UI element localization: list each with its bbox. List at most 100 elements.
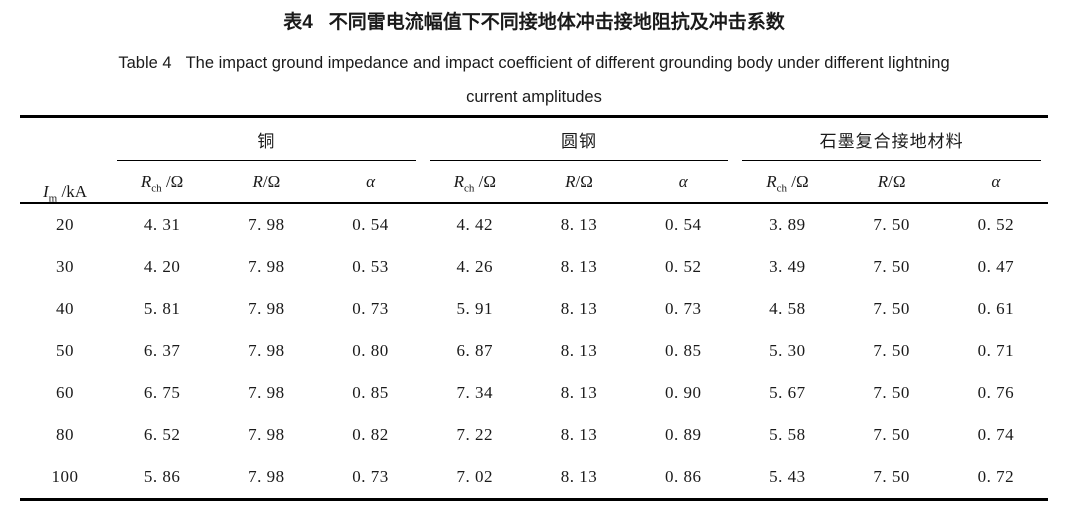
group-label-round-steel: 圆钢 (429, 118, 729, 161)
data-cell: 5. 30 (769, 341, 806, 360)
data-cell: 8. 13 (560, 383, 598, 402)
data-cell: 8. 13 (560, 215, 598, 234)
table-row: 60 6. 75 7. 98 0. 85 7. 34 8. 13 0. 90 5. 67 7. … (20, 372, 1048, 414)
im-value-cell: 60 (56, 383, 74, 402)
data-cell: 3. 89 (769, 215, 806, 234)
subcol-header-graphite-r: R/Ω (839, 161, 944, 204)
data-cell: 7. 98 (248, 383, 285, 402)
caption-zh-number: 表4 (283, 12, 313, 33)
subcol-header-round-steel-alpha: α (631, 161, 736, 204)
caption-en-number: Table 4 (118, 54, 172, 72)
caption-en-line1: Table 4 The impact ground impedance and i… (0, 46, 1068, 80)
data-cell: 6. 75 (143, 383, 181, 402)
subcol-header-round-steel-r: R/Ω (526, 161, 632, 204)
data-cell: 7. 22 (456, 425, 494, 444)
table-row: 30 4. 20 7. 98 0. 53 4. 26 8. 13 0. 52 3. 49 7. … (20, 246, 1048, 288)
alpha-symbol: α (678, 171, 688, 191)
data-cell: 7. 50 (873, 341, 910, 360)
data-cell: 7. 50 (873, 257, 910, 276)
data-cell: 3. 49 (769, 257, 806, 276)
data-cell: 0. 82 (352, 425, 389, 444)
table-row: 20 4. 31 7. 98 0. 54 4. 42 8. 13 0. 54 3. 89 7. … (20, 203, 1048, 246)
subcol-header-graphite-alpha: α (943, 161, 1048, 204)
data-cell: 0. 61 (977, 299, 1015, 318)
r-unit: /Ω (575, 171, 593, 191)
subcol-header-graphite-rch: Rch /Ω (735, 161, 840, 204)
rch-subscript: ch (776, 181, 787, 194)
data-cell: 7. 98 (248, 215, 285, 234)
im-value-cell: 30 (56, 257, 74, 276)
data-cell: 5. 67 (769, 383, 806, 402)
data-cell: 5. 86 (143, 467, 181, 486)
rch-unit: /Ω (474, 171, 496, 191)
group-header-copper: 铜 (110, 117, 423, 161)
rch-symbol: R (453, 171, 464, 191)
column-header-im: Im /kA (20, 116, 110, 204)
data-cell: 0. 54 (352, 215, 389, 234)
data-cell: 5. 58 (769, 425, 806, 444)
caption-en-line2: current amplitudes (466, 88, 602, 106)
data-cell: 7. 50 (873, 383, 910, 402)
data-cell: 7. 50 (873, 215, 910, 234)
data-cell: 0. 47 (977, 257, 1015, 276)
group-header-round-steel: 圆钢 (423, 117, 736, 161)
data-cell: 8. 13 (560, 467, 598, 486)
data-cell: 0. 74 (977, 425, 1015, 444)
data-cell: 0. 53 (352, 257, 389, 276)
data-cell: 7. 98 (248, 299, 285, 318)
data-cell: 8. 13 (560, 257, 598, 276)
data-cell: 5. 81 (143, 299, 181, 318)
data-cell: 0. 71 (977, 341, 1015, 360)
data-cell: 0. 89 (664, 425, 702, 444)
data-cell: 0. 85 (664, 341, 702, 360)
group-header-graphite: 石墨复合接地材料 (735, 117, 1048, 161)
table-caption-en: Table 4 The impact ground impedance and i… (0, 46, 1068, 114)
subcol-header-copper-r: R/Ω (214, 161, 319, 204)
im-value-cell: 80 (56, 425, 74, 444)
data-cell: 7. 98 (248, 341, 285, 360)
r-symbol: R (877, 171, 889, 191)
im-value-cell: 50 (56, 341, 74, 360)
data-cell: 7. 98 (248, 257, 285, 276)
im-value-cell: 100 (51, 467, 79, 486)
data-cell: 4. 20 (143, 257, 181, 276)
data-cell: 7. 98 (248, 425, 285, 444)
data-cell: 0. 72 (977, 467, 1015, 486)
im-unit: /kA (57, 182, 87, 201)
table-header: Im /kA 铜 圆钢 石墨复合接地材料 Rch /Ω R/Ω (20, 116, 1048, 204)
r-unit: /Ω (262, 171, 281, 191)
data-cell: 4. 58 (769, 299, 806, 318)
data-cell: 0. 52 (977, 215, 1015, 234)
im-value-cell: 40 (56, 299, 74, 318)
data-cell: 0. 54 (664, 215, 702, 234)
data-cell: 4. 26 (456, 257, 494, 276)
im-symbol: I (43, 182, 49, 201)
group-label-graphite: 石墨复合接地材料 (742, 118, 1041, 161)
rch-symbol: R (766, 171, 777, 191)
data-cell: 7. 02 (456, 467, 494, 486)
alpha-symbol: α (366, 171, 376, 191)
table-caption-zh: 表4 不同雷电流幅值下不同接地体冲击接地阻抗及冲击系数 (0, 0, 1068, 35)
data-cell: 0. 73 (352, 467, 389, 486)
data-cell: 6. 52 (143, 425, 181, 444)
r-unit: /Ω (888, 171, 906, 191)
rch-subscript: ch (151, 181, 162, 194)
data-cell: 0. 85 (352, 383, 389, 402)
data-cell: 0. 80 (352, 341, 389, 360)
data-cell: 7. 50 (873, 425, 910, 444)
r-symbol: R (565, 171, 576, 191)
data-cell: 0. 90 (664, 383, 702, 402)
subheader-row: Rch /Ω R/Ω α Rch /Ω R/Ω α Rch /Ω (20, 161, 1048, 204)
group-header-row: Im /kA 铜 圆钢 石墨复合接地材料 (20, 116, 1048, 204)
caption-en-text: The impact ground impedance and impact c… (185, 54, 950, 72)
data-cell: 4. 31 (143, 215, 181, 234)
rch-unit: /Ω (787, 171, 809, 191)
rch-subscript: ch (463, 181, 475, 194)
subcol-header-copper-rch: Rch /Ω (110, 161, 215, 204)
im-value-cell: 20 (56, 215, 74, 234)
data-cell: 4. 42 (456, 215, 494, 234)
group-label-copper: 铜 (117, 118, 416, 161)
data-cell: 8. 13 (560, 341, 598, 360)
table-row: 40 5. 81 7. 98 0. 73 5. 91 8. 13 0. 73 4. 58 7. … (20, 288, 1048, 330)
caption-zh-text: 不同雷电流幅值下不同接地体冲击接地阻抗及冲击系数 (328, 12, 785, 33)
